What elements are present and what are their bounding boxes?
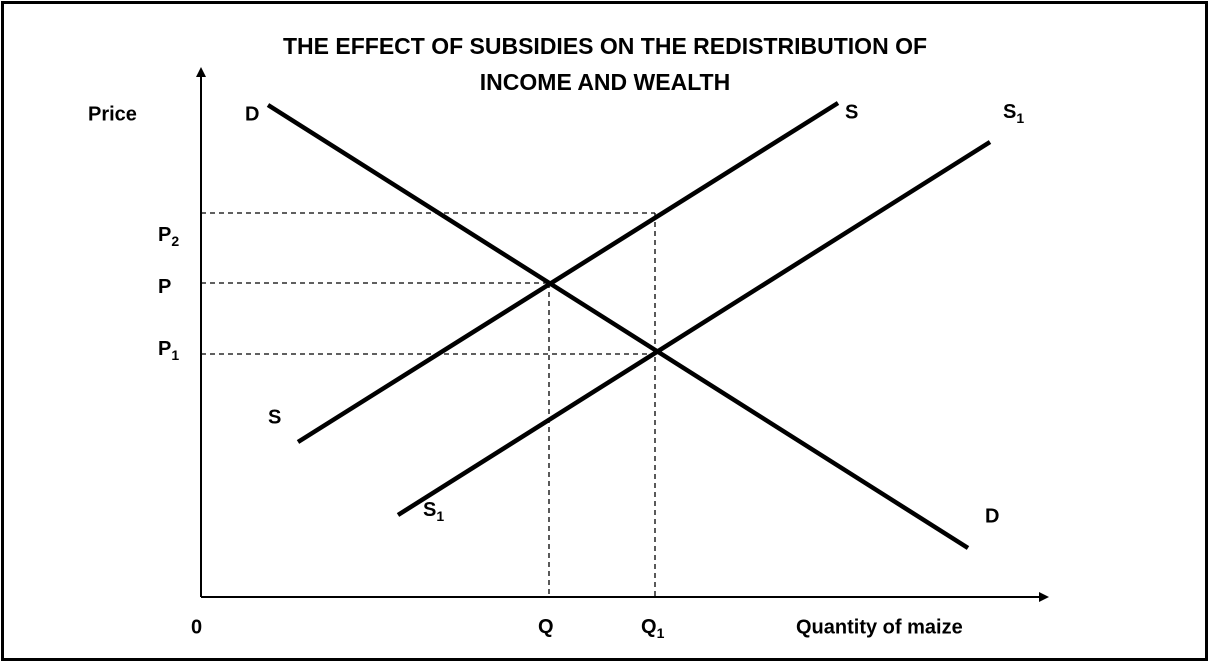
curve-label: D [245, 103, 259, 125]
price-label: P [158, 276, 171, 298]
label-subscript: 2 [171, 233, 179, 249]
curve-label: S1 [423, 499, 444, 523]
origin-label: 0 [191, 616, 202, 638]
label-text: P [158, 338, 171, 360]
demand-curve [266, 103, 970, 550]
y-axis-label: Price [88, 103, 137, 125]
curve-label: S [268, 406, 281, 428]
label-subscript: 1 [436, 508, 444, 524]
quantity-label: Q [538, 616, 554, 638]
curve-label: S1 [1003, 101, 1024, 125]
quantity-label: Q1 [641, 616, 665, 640]
x-axis-label: Quantity of maize [796, 616, 963, 638]
new-supply-curve [396, 140, 992, 517]
curve-label: D [985, 505, 999, 527]
curve-label: S [845, 101, 858, 123]
title-line: THE EFFECT OF SUBSIDIES ON THE REDISTRIB… [283, 33, 927, 59]
label-subscript: 1 [1016, 110, 1024, 126]
price-label: P1 [158, 338, 179, 362]
label-text: S [1003, 101, 1016, 123]
label-text: S [423, 499, 436, 521]
label-text: Q [641, 616, 657, 638]
label-subscript: 1 [657, 625, 665, 641]
label-subscript: 1 [171, 347, 179, 363]
price-label: P2 [158, 224, 179, 248]
title-line: INCOME AND WEALTH [480, 69, 730, 95]
label-text: P [158, 224, 171, 246]
label-text: P [158, 276, 171, 298]
supply-curve [296, 101, 840, 444]
label-text: Q [538, 616, 554, 638]
